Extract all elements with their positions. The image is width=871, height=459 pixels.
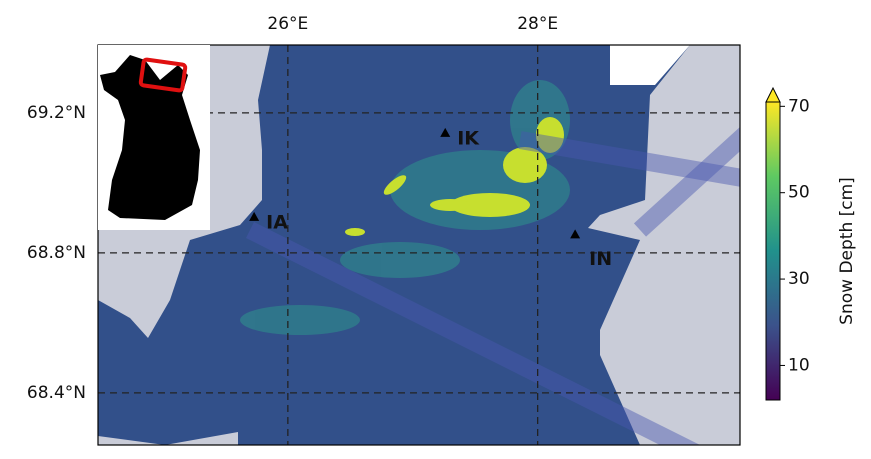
colorbar-tick-label: 50 [788, 183, 810, 203]
colorbar: 10 30 50 70 Snow Depth [cm] [766, 88, 857, 400]
site-label: IA [266, 211, 288, 233]
colorbar-ramp [766, 102, 780, 400]
colorbar-tick-label: 30 [788, 269, 810, 289]
colorbar-extend [766, 88, 780, 102]
inset-map [98, 45, 210, 230]
site-label: IK [457, 127, 480, 149]
map-area [98, 20, 871, 455]
colorbar-tick-label: 10 [788, 355, 810, 375]
figure: 10 30 50 70 Snow Depth [cm] 26°E 28°E 69.2°N 68… [0, 0, 871, 455]
y-tick-label: 68.4°N [27, 383, 86, 403]
x-tick-label: 28°E [517, 14, 558, 34]
site-label: IN [589, 248, 612, 270]
colorbar-tick-label: 70 [788, 96, 810, 116]
colorbar-label: Snow Depth [cm] [837, 177, 857, 325]
x-tick-label: 26°E [267, 14, 308, 34]
y-tick-label: 68.8°N [27, 243, 86, 263]
y-tick-label: 69.2°N [27, 103, 86, 123]
